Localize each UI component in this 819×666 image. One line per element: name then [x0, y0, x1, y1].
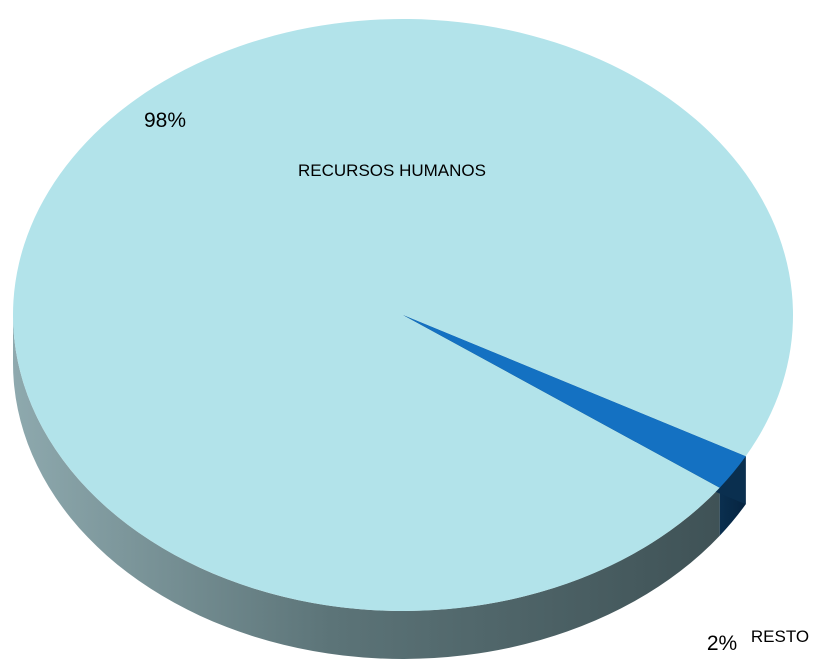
- slice-category-label-resto: RESTO: [751, 627, 809, 646]
- pie-slices: [12, 19, 793, 612]
- pie-side-recursos-humanos: [13, 315, 720, 660]
- pie-slice-resto: [403, 315, 746, 488]
- slice-category-label-recursos-humanos: RECURSOS HUMANOS: [298, 161, 486, 180]
- slice-value-label-resto: 2%: [707, 632, 737, 655]
- slice-value-label-recursos-humanos: 98%: [144, 109, 186, 132]
- pie-slice-recursos-humanos: [12, 19, 793, 612]
